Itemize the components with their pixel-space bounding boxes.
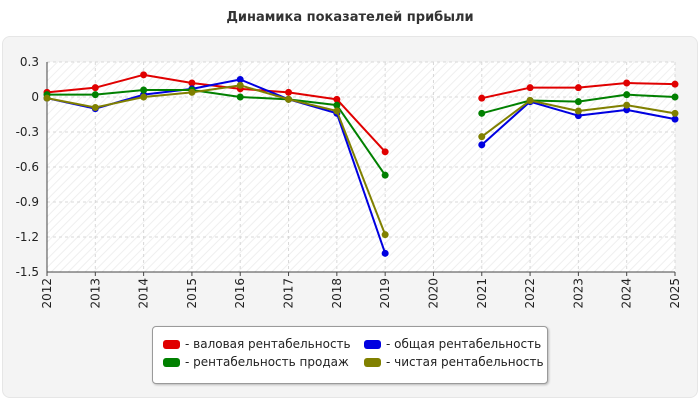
legend-swatch — [364, 357, 381, 367]
data-point-0 — [333, 95, 341, 103]
data-point-1 — [381, 249, 389, 257]
data-point-0 — [285, 88, 293, 96]
series-line-0 — [46, 73, 386, 153]
data-point-0 — [623, 79, 631, 87]
data-point-0 — [671, 80, 679, 88]
data-point-0 — [381, 148, 389, 156]
x-tick-label: 2022 — [523, 278, 537, 309]
data-point-3 — [526, 97, 534, 104]
x-tick-label: 2018 — [330, 278, 344, 309]
data-point-0 — [574, 84, 582, 92]
data-point-3 — [140, 93, 148, 101]
x-tick-label: 2013 — [88, 278, 102, 309]
y-tick-label: -1.2 — [16, 230, 39, 244]
x-tick-label: 2015 — [185, 278, 199, 309]
data-point-2 — [333, 101, 341, 109]
x-tick-label: 2019 — [378, 278, 392, 309]
y-tick-label: -0.6 — [16, 160, 39, 174]
data-point-3 — [236, 81, 244, 89]
data-point-3 — [188, 88, 196, 96]
data-point-3 — [671, 109, 679, 117]
data-point-3 — [478, 133, 486, 141]
data-point-2 — [236, 93, 244, 101]
data-point-0 — [140, 71, 148, 79]
x-tick-label: 2020 — [426, 278, 440, 309]
legend-item-sales-margin: - рентабельность продаж — [163, 355, 349, 369]
data-point-2 — [623, 91, 631, 99]
data-point-0 — [526, 84, 534, 92]
legend-label: - валовая рентабельность — [185, 337, 351, 351]
data-point-0 — [91, 84, 99, 92]
legend-item-gross-margin: - валовая рентабельность — [163, 337, 351, 351]
legend-label: - рентабельность продаж — [185, 355, 349, 369]
x-tick-label: 2012 — [40, 278, 54, 309]
chart-legend: - валовая рентабельность - общая рентабе… — [152, 326, 548, 384]
legend-swatch — [163, 357, 180, 367]
data-point-0 — [188, 79, 196, 87]
legend-swatch — [364, 339, 381, 349]
data-point-3 — [333, 107, 341, 115]
series-line-2 — [47, 89, 386, 176]
data-point-3 — [285, 95, 293, 103]
y-tick-label: 0 — [31, 90, 39, 104]
data-point-3 — [43, 94, 51, 102]
data-point-1 — [478, 141, 486, 149]
data-point-2 — [140, 86, 148, 94]
data-point-1 — [671, 115, 679, 123]
x-tick-label: 2014 — [137, 278, 151, 309]
y-tick-label: -0.3 — [16, 125, 39, 139]
data-point-2 — [478, 109, 486, 117]
x-tick-label: 2023 — [571, 278, 585, 309]
legend-item-net-margin: - чистая рентабельность — [364, 355, 544, 369]
y-tick-label: -1.5 — [16, 265, 39, 279]
legend-item-total-margin: - общая рентабельность — [364, 337, 541, 351]
x-tick-label: 2024 — [620, 278, 634, 309]
series-line-3 — [46, 84, 387, 236]
data-point-3 — [381, 231, 389, 239]
legend-label: - чистая рентабельность — [386, 355, 544, 369]
data-point-2 — [381, 171, 389, 179]
data-point-1 — [236, 76, 244, 83]
y-tick-label: -0.9 — [16, 195, 39, 209]
data-point-2 — [671, 93, 679, 101]
data-point-2 — [574, 98, 582, 106]
legend-swatch — [163, 339, 180, 349]
data-point-3 — [623, 101, 631, 109]
data-point-0 — [478, 94, 486, 102]
x-tick-label: 2021 — [475, 278, 489, 309]
chart-title: Динамика показателей прибыли — [226, 10, 474, 25]
x-tick-label: 2017 — [282, 278, 296, 309]
x-tick-label: 2016 — [233, 278, 247, 309]
data-point-3 — [91, 104, 99, 111]
data-point-2 — [91, 91, 99, 99]
x-tick-label: 2025 — [668, 278, 682, 309]
data-point-3 — [574, 107, 582, 115]
y-tick-label: 0.3 — [20, 55, 39, 69]
legend-label: - общая рентабельность — [386, 337, 542, 351]
